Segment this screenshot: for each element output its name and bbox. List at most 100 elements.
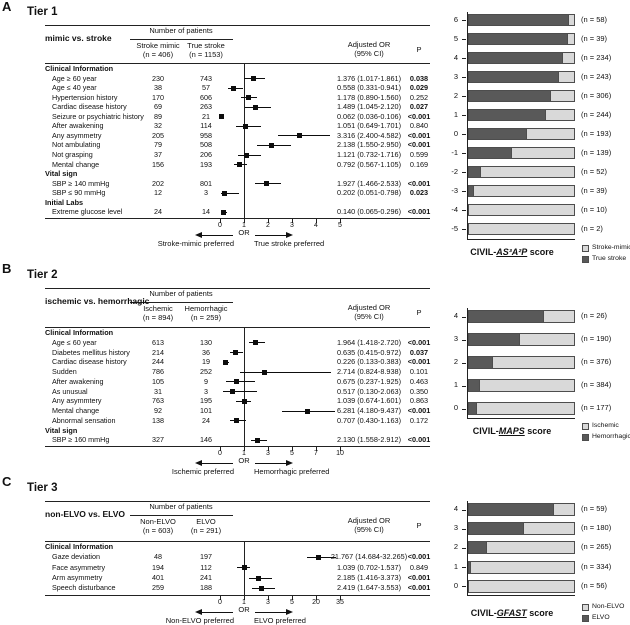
patient-count-1: 244 [152,357,164,367]
axis-tick-label: 3 [290,222,294,229]
or-header: Adjusted OR [347,40,391,49]
bar-n-label: (n = 52) [581,166,608,176]
bar-score-label: -3 [451,185,458,195]
p-value: <0.001 [407,583,431,593]
bar-score-tick [462,385,466,387]
patient-count-2: 130 [200,337,212,347]
patient-count-1: 69 [154,102,162,112]
axis-tick-label: 7 [314,450,318,457]
group1-n: (n = 894) [142,313,174,322]
p-value: 0.029 [409,83,429,93]
p-value: <0.001 [407,572,431,582]
bar-score-label: -1 [451,147,458,157]
or-axis-label: OR [238,605,250,614]
row-label: SBP ≤ 90 mmHg [52,188,106,198]
forest-marker [244,152,250,158]
or-axis-line [45,218,430,220]
p-value: <0.001 [407,406,431,415]
bar-score-label: 4 [453,52,458,62]
forest-marker [253,104,259,110]
bar-score-label: -2 [451,166,458,176]
axis-tick-label: 20 [312,599,320,606]
bar-light-segment [468,579,575,593]
legend-light-swatch [582,245,589,252]
left-arrow-line [201,612,233,614]
patient-count-2: 14 [202,207,210,217]
bar-dark-segment [468,333,521,346]
patient-count-2: 19 [202,357,210,367]
bar-dark-segment [468,356,493,369]
bar-dark-segment [468,503,554,516]
bar-score-tick [462,210,466,211]
bar-light-segment [468,185,575,197]
axis-tick [340,447,341,451]
bar-score-label: 3 [453,334,458,343]
bar-n-label: (n = 39) [581,33,608,43]
patient-count-1: 32 [154,121,162,131]
forest-ci-line [235,125,261,127]
section-header: Vital sign [45,169,78,179]
patient-count-1: 327 [152,435,164,445]
or-header-ci: (95% CI) [354,312,384,321]
bar-dark-segment [468,522,524,536]
p-value: 0.027 [409,102,429,112]
axis-tick-label: 3 [266,599,270,606]
row-label: Hypertension history [52,92,118,102]
or-value: 0.517 (0.130-2.063) [336,386,402,396]
group2-n: (n = 291) [190,526,222,535]
p-value: <0.001 [407,130,431,140]
legend-light-swatch [582,604,589,611]
forest-marker [268,143,274,148]
axis-tick-label: 10 [336,450,344,457]
right-arrow-line [255,463,287,465]
bar-dark-segment [468,71,559,83]
patient-count-2: 197 [200,552,212,562]
left-arrow-icon [195,609,202,615]
forest-marker [263,181,269,187]
or-header: Adjusted OR [347,303,391,312]
p-value: 0.840 [409,121,429,131]
bar-score-tick [462,39,466,40]
right-arrow-line [255,235,287,237]
table-header-rule [45,63,430,65]
bar-n-label: (n = 234) [581,52,612,62]
bar-score-label: 1 [453,561,458,571]
forest-marker [253,340,259,346]
forest-ci-line [248,577,273,579]
group2-name: Hemorrhagic [184,304,228,313]
bar-light-segment [468,379,575,392]
patient-count-2: 3 [204,386,208,396]
or-value: 6.281 (4.180-9.437) [336,406,402,415]
patient-count-1: 37 [154,149,162,159]
legend-label: Non-ELVO [592,603,625,610]
left-arrow-icon [195,232,202,238]
row-label: Extreme glucose level [52,207,123,217]
axis-tick-label: 0 [218,222,222,229]
bar-score-tick [462,58,466,59]
bar-n-label: (n = 10) [581,204,608,214]
patient-count-2: 263 [200,102,212,112]
patient-count-1: 92 [154,406,162,415]
axis-tick-label: 1 [242,599,246,606]
section-header: Clinical Information [45,542,114,551]
bar-n-label: (n = 59) [581,504,608,513]
or-value: 2.185 (1.416-3.373) [336,572,402,582]
bar-dark-segment [468,166,481,178]
p-value: 0.023 [409,188,429,198]
bar-score-tick [462,316,466,318]
or-value: 1.051 (0.649-1.701) [336,121,402,131]
patient-count-1: 31 [154,386,162,396]
patients-header: Number of patients [149,502,213,511]
row-label: Diabetes mellitus history [52,347,130,357]
patient-count-1: 89 [154,111,162,121]
bar-score-tick [462,229,466,230]
axis-tick [292,596,293,600]
bar-score-label: 2 [453,542,458,552]
right-arrow-icon [286,232,293,238]
chart-title-prefix: CIVIL- [470,608,497,618]
bar-n-label: (n = 265) [581,542,612,552]
patient-count-2: 3 [204,188,208,198]
section-header: Clinical Information [45,64,114,73]
group2-n: (n = 259) [190,313,222,322]
